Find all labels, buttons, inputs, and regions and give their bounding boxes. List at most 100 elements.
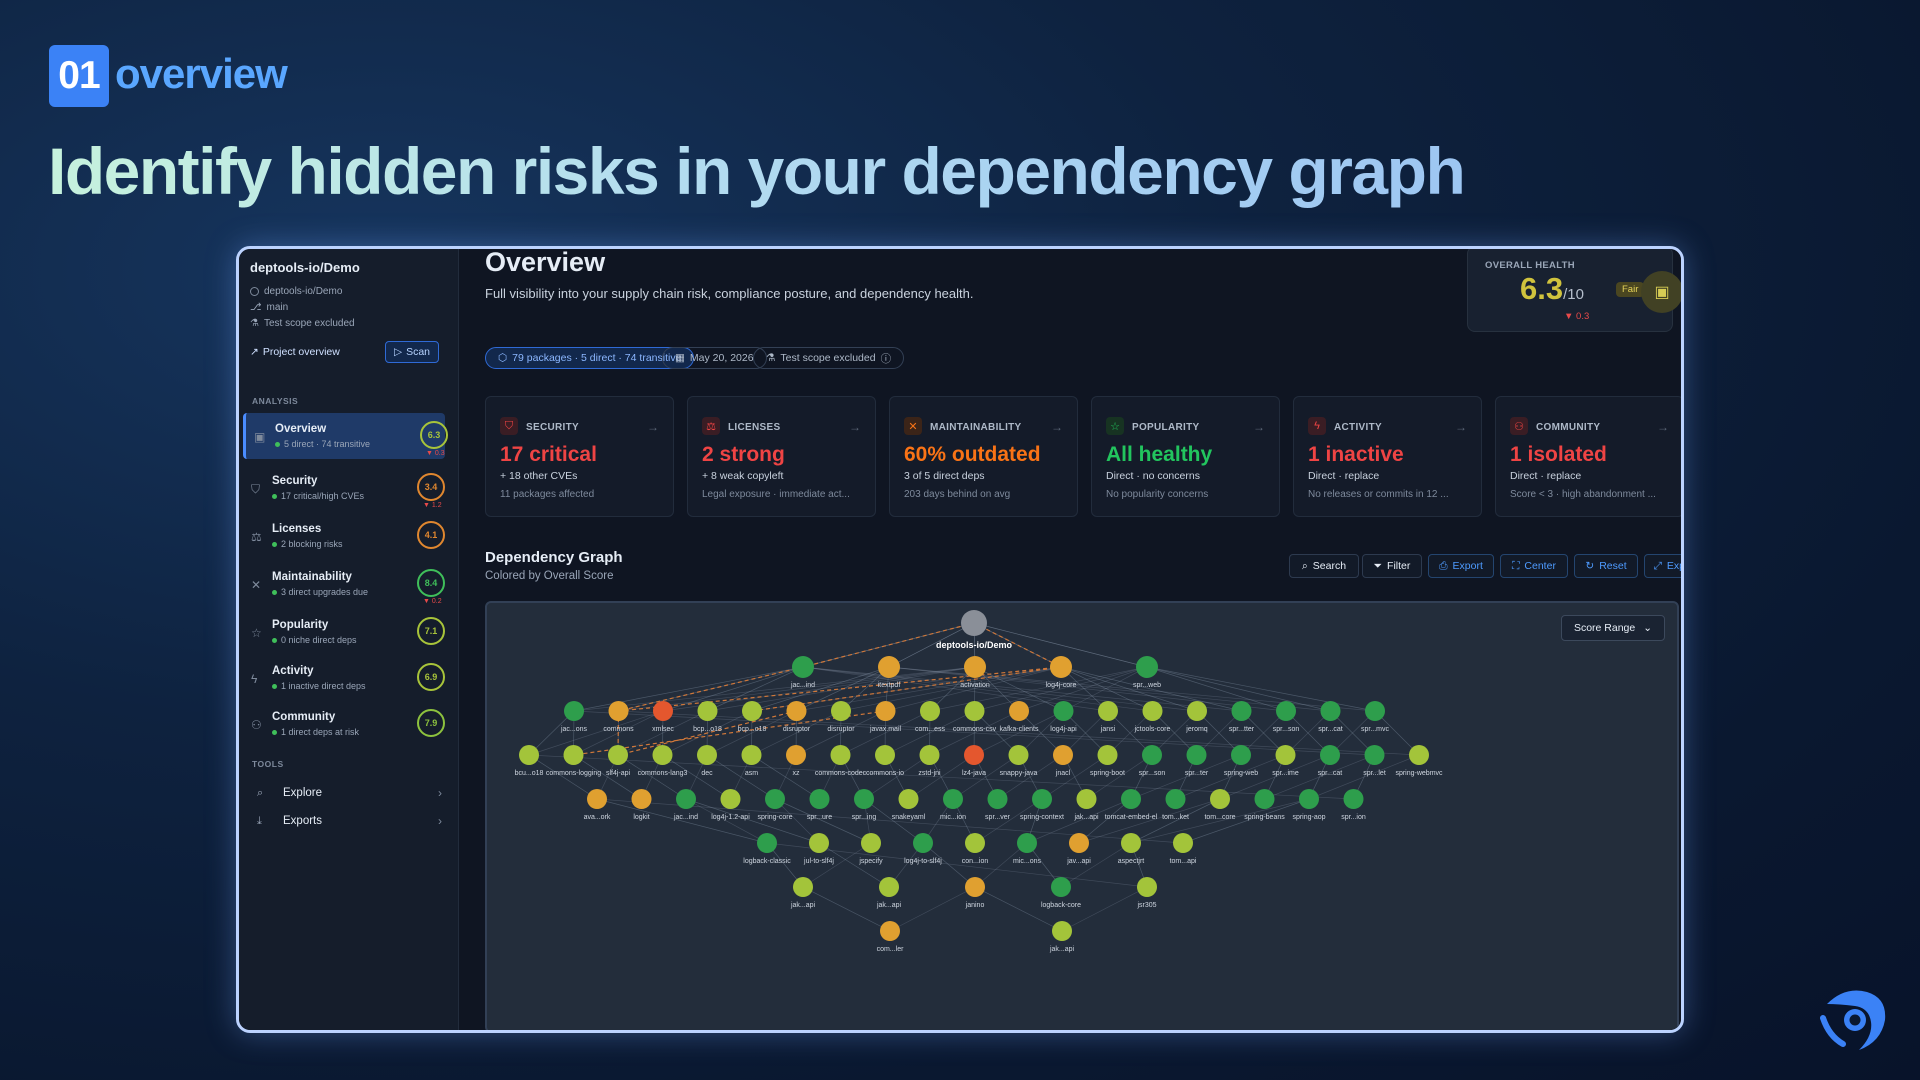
graph-node[interactable]: [742, 701, 762, 721]
graph-node[interactable]: [1098, 701, 1118, 721]
score-range-dropdown[interactable]: Score Range ⌄: [1561, 615, 1665, 641]
graph-node[interactable]: [757, 833, 777, 853]
graph-node[interactable]: [697, 745, 717, 765]
graph-node[interactable]: [1137, 877, 1157, 897]
graph-node[interactable]: [1009, 701, 1029, 721]
graph-node[interactable]: [875, 745, 895, 765]
graph-node[interactable]: [519, 745, 539, 765]
graph-node[interactable]: [1053, 745, 1073, 765]
reset-button[interactable]: ↻ Reset: [1574, 554, 1638, 578]
tool-exports[interactable]: ⤓ Exports ›: [257, 814, 442, 828]
scan-button[interactable]: ▷ Scan: [385, 341, 439, 363]
graph-node[interactable]: [652, 745, 673, 765]
graph-node[interactable]: [880, 921, 900, 941]
graph-node[interactable]: [1275, 745, 1296, 765]
graph-node[interactable]: [861, 833, 881, 853]
graph-node[interactable]: [1052, 921, 1072, 941]
graph-node[interactable]: [831, 701, 851, 721]
graph-node[interactable]: [1017, 833, 1037, 853]
graph-node[interactable]: [765, 789, 785, 809]
graph-node[interactable]: [854, 789, 874, 809]
graph-node[interactable]: [964, 656, 986, 678]
graph-node[interactable]: [631, 789, 652, 809]
graph-node[interactable]: [879, 877, 899, 897]
dependency-graph[interactable]: deptools-io/Demo jac...ind itextpdf activat…: [485, 601, 1679, 1031]
graph-node[interactable]: [1186, 745, 1207, 765]
graph-node[interactable]: [1136, 656, 1158, 678]
scope-chip[interactable]: ⚗ Test scope excluded ⓘ: [753, 347, 905, 369]
graph-node[interactable]: [920, 701, 940, 721]
graph-node[interactable]: [1210, 789, 1230, 809]
graph-node[interactable]: [878, 656, 900, 678]
graph-node[interactable]: [919, 745, 940, 765]
graph-node[interactable]: [1231, 701, 1252, 721]
graph-node[interactable]: [720, 789, 741, 809]
graph-node[interactable]: [875, 701, 896, 721]
packages-chip[interactable]: ⬡ 79 packages · 5 direct · 74 transitive: [485, 347, 695, 369]
graph-node[interactable]: [964, 745, 984, 765]
sidebar-item-activity[interactable]: ϟ Activity 1 inactive direct deps 6.9: [243, 655, 445, 701]
graph-node[interactable]: [1097, 745, 1118, 765]
graph-node[interactable]: [809, 789, 830, 809]
expand-button[interactable]: ⤢Expand: [1644, 554, 1681, 578]
graph-node[interactable]: [1121, 833, 1141, 853]
graph-node[interactable]: [1008, 745, 1029, 765]
search-button[interactable]: ⌕ Search: [1289, 554, 1359, 578]
graph-node[interactable]: [786, 701, 807, 721]
metric-card-activity[interactable]: ϟ ACTIVITY → 1 inactive Direct · replace…: [1293, 396, 1482, 517]
metric-card-community[interactable]: ⚇ COMMUNITY → 1 isolated Direct · replac…: [1495, 396, 1681, 517]
graph-node[interactable]: [587, 789, 607, 809]
graph-node[interactable]: [1365, 701, 1385, 721]
graph-node[interactable]: [793, 877, 813, 897]
metric-card-popularity[interactable]: ☆ POPULARITY → All healthy Direct · no c…: [1091, 396, 1280, 517]
graph-node[interactable]: [786, 745, 806, 765]
graph-node[interactable]: [1076, 789, 1097, 809]
graph-node[interactable]: [1032, 789, 1052, 809]
center-button[interactable]: ⛶ Center: [1500, 554, 1568, 578]
arrow-right-icon[interactable]: →: [1253, 420, 1265, 434]
graph-canvas[interactable]: deptools-io/Demo jac...ind itextpdf activat…: [487, 603, 1677, 1031]
sidebar-item-overview[interactable]: ▣ Overview 5 direct · 74 transitive 6.3 …: [243, 413, 448, 459]
graph-node[interactable]: [987, 789, 1008, 809]
graph-node[interactable]: [898, 789, 919, 809]
graph-node[interactable]: [964, 701, 985, 721]
graph-node[interactable]: [1187, 701, 1207, 721]
graph-node[interactable]: [965, 877, 985, 897]
graph-node[interactable]: [1254, 789, 1275, 809]
graph-node[interactable]: [943, 789, 963, 809]
graph-node[interactable]: [1173, 833, 1193, 853]
graph-node[interactable]: [809, 833, 829, 853]
graph-node[interactable]: [1050, 656, 1072, 678]
sidebar-item-maintainability[interactable]: ✕ Maintainability 3 direct upgrades due …: [243, 561, 445, 607]
graph-node[interactable]: [1364, 745, 1385, 765]
graph-node[interactable]: [1142, 745, 1162, 765]
graph-node[interactable]: [608, 745, 628, 765]
graph-node[interactable]: [961, 610, 987, 636]
metric-card-licenses[interactable]: ⚖ LICENSES → 2 strong + 8 weak copyleft …: [687, 396, 876, 517]
sidebar-item-security[interactable]: ⛉ Security 17 critical/high CVEs 3.4 ▼ 1…: [243, 465, 445, 511]
graph-node[interactable]: [1320, 701, 1341, 721]
graph-node[interactable]: [608, 701, 629, 721]
graph-node[interactable]: [1409, 745, 1429, 765]
export-button[interactable]: ⎙ Export: [1428, 554, 1494, 578]
graph-node[interactable]: [1121, 789, 1141, 809]
tool-explore[interactable]: ⌕ Explore ›: [257, 786, 442, 800]
graph-node[interactable]: [1343, 789, 1364, 809]
graph-node[interactable]: [1165, 789, 1186, 809]
graph-node[interactable]: [697, 701, 718, 721]
graph-node[interactable]: [830, 745, 851, 765]
arrow-right-icon[interactable]: →: [849, 420, 861, 434]
arrow-right-icon[interactable]: →: [1051, 420, 1063, 434]
graph-node[interactable]: [1142, 701, 1163, 721]
graph-node[interactable]: [676, 789, 696, 809]
graph-node[interactable]: [792, 656, 814, 678]
graph-node[interactable]: [563, 745, 584, 765]
graph-node[interactable]: [1320, 745, 1340, 765]
graph-node[interactable]: [1053, 701, 1074, 721]
graph-node[interactable]: [965, 833, 985, 853]
sidebar-item-popularity[interactable]: ☆ Popularity 0 niche direct deps 7.1: [243, 609, 445, 655]
graph-node[interactable]: [653, 701, 673, 721]
arrow-right-icon[interactable]: →: [1657, 420, 1669, 434]
graph-node[interactable]: [1231, 745, 1251, 765]
metric-card-maintainability[interactable]: ✕ MAINTAINABILITY → 60% outdated 3 of 5 …: [889, 396, 1078, 517]
